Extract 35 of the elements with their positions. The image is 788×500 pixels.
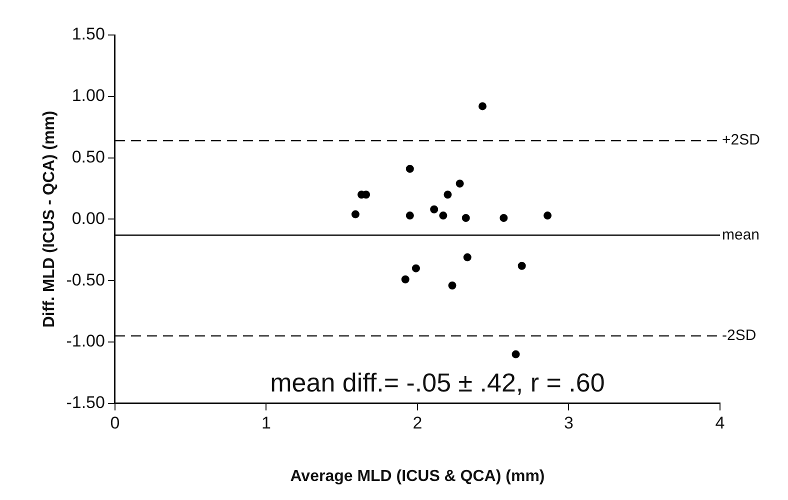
x-tick-label: 3 <box>564 413 574 432</box>
point <box>444 190 452 199</box>
x-tick-label: 4 <box>715 413 725 432</box>
x-tick-label: 1 <box>261 413 271 432</box>
point <box>351 210 360 218</box>
point <box>406 212 414 220</box>
annotation: mean diff.= -.05 ± .42, r = .60 <box>270 368 605 398</box>
y-tick-label: 0.00 <box>72 208 105 228</box>
point <box>512 350 520 358</box>
point <box>401 275 410 284</box>
point <box>406 164 414 173</box>
point <box>448 282 456 290</box>
ref-line-label: -2SD <box>722 327 756 344</box>
point <box>430 205 438 214</box>
point <box>518 262 526 270</box>
y-tick-label: -1.00 <box>66 332 105 351</box>
y-tick-label: 1.50 <box>72 24 105 44</box>
point <box>462 214 470 222</box>
ref-line-label: +2SD <box>722 132 760 149</box>
x-tick-label: 2 <box>412 413 422 432</box>
y-tick-label: -1.50 <box>66 393 105 412</box>
x-axis-title: Average MLD (ICUS & QCA) (mm) <box>290 468 545 485</box>
point <box>500 214 508 222</box>
point <box>456 180 464 188</box>
point <box>544 212 552 220</box>
y-tick-label: 0.50 <box>72 147 105 166</box>
point <box>439 212 448 220</box>
y-tick-label: 1.00 <box>72 86 105 106</box>
y-tick-label: -0.50 <box>66 270 105 290</box>
point <box>478 102 487 110</box>
ref-line-label: mean <box>722 226 760 244</box>
point <box>463 253 472 262</box>
point <box>412 264 420 272</box>
y-axis-title: Diff. MLD (ICUS - QCA) (mm) <box>41 110 58 328</box>
x-tick-label: 0 <box>110 413 120 432</box>
